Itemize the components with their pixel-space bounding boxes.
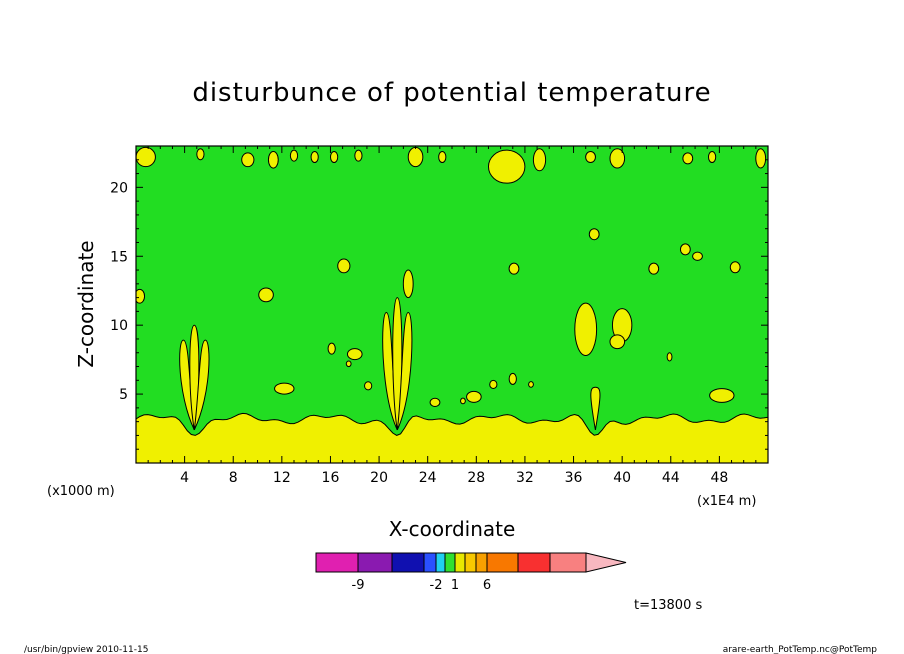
x-tick-label: 4 — [180, 470, 189, 486]
contour-patch — [136, 288, 146, 304]
colorbar-box — [486, 552, 519, 573]
contour-patch — [196, 148, 205, 161]
colorbar-arrow — [585, 552, 627, 573]
x-unit-left: (x1000 m) — [47, 484, 115, 499]
contour-patch — [136, 146, 156, 168]
contour-patch — [709, 388, 735, 403]
contour-patch — [241, 152, 255, 168]
contour-patch — [609, 334, 626, 350]
contour-patch — [460, 397, 466, 405]
x-tick-label: 16 — [322, 470, 340, 486]
time-label: t=13800 s — [634, 598, 702, 613]
colorbar-label: -9 — [352, 578, 365, 593]
contour-patch — [508, 372, 517, 385]
contour-patch — [438, 151, 447, 164]
contour-patch — [267, 150, 279, 169]
contour-patch — [327, 342, 336, 355]
contour-patch — [666, 352, 673, 362]
colorbar-box — [444, 552, 456, 573]
colorbar: -9 -2 1 6 — [315, 552, 627, 593]
contour-patch — [755, 148, 767, 169]
footer-left: /usr/bin/gpview 2010-11-15 — [24, 645, 148, 654]
y-tick-label: 5 — [119, 387, 128, 403]
contour-patch — [274, 382, 295, 395]
colorbar-box — [517, 552, 551, 573]
x-tick-label: 32 — [516, 470, 534, 486]
contour-patch — [289, 149, 299, 162]
x-tick-label: 40 — [613, 470, 631, 486]
contour-patch — [310, 151, 319, 164]
colorbar-box — [464, 552, 477, 573]
contour-patch — [648, 262, 660, 275]
colorbar-box — [357, 552, 393, 573]
contour-patch — [346, 348, 363, 361]
y-tick-label: 20 — [110, 180, 128, 196]
colorbar-box — [315, 552, 359, 573]
colorbar-label: 1 — [451, 578, 459, 593]
x-tick-label: 20 — [370, 470, 388, 486]
contour-patch — [354, 149, 363, 162]
contour-patch — [407, 146, 424, 168]
contour-patch — [466, 390, 482, 403]
contour-patch — [402, 269, 414, 299]
footer-right: arare-earth_PotTemp.nc@PotTemp — [723, 645, 878, 654]
contour-patch — [574, 302, 598, 357]
y-axis-label: Z-coordinate — [74, 240, 98, 367]
contour-patch — [707, 151, 717, 164]
contour-patch — [609, 148, 626, 169]
contour-patch — [487, 149, 526, 184]
x-tick-label: 12 — [273, 470, 291, 486]
colorbar-box — [435, 552, 446, 573]
contour-patch — [532, 148, 547, 172]
x-tick-label: 24 — [419, 470, 437, 486]
contour-patch — [528, 381, 534, 388]
y-tick-label: 15 — [110, 249, 128, 265]
contour-patch — [258, 287, 274, 303]
contour-patch — [345, 360, 352, 368]
x-unit-right: (x1E4 m) — [697, 494, 756, 509]
contour-patch — [679, 243, 691, 256]
contour-patch — [330, 151, 339, 164]
contour-patch — [489, 379, 498, 390]
contour-patch — [692, 251, 703, 261]
colorbar-box — [391, 552, 425, 573]
plume — [396, 311, 413, 431]
colorbar-box — [549, 552, 587, 573]
x-tick-label: 48 — [710, 470, 728, 486]
x-tick-label: 8 — [229, 470, 238, 486]
contour-patch — [429, 397, 441, 407]
contour-patch — [682, 152, 694, 165]
colorbar-box — [454, 552, 466, 573]
plume — [193, 339, 210, 431]
near-surface-layer — [136, 412, 768, 463]
contour-patch — [588, 228, 600, 241]
colorbar-box — [423, 552, 437, 573]
x-tick-label: 28 — [467, 470, 485, 486]
contour-patch — [364, 381, 373, 391]
x-axis-label: X-coordinate — [389, 517, 516, 541]
field-background — [136, 146, 768, 463]
contour-patch — [585, 151, 596, 164]
colorbar-label: 6 — [483, 578, 491, 593]
contour-patch — [729, 261, 741, 274]
colorbar-box — [475, 552, 488, 573]
plume — [590, 386, 601, 430]
x-tick-label: 36 — [565, 470, 583, 486]
contour-patch — [508, 262, 520, 275]
contour-patch — [337, 258, 351, 274]
chart-title: disturbunce of potential temperature — [192, 78, 711, 108]
x-tick-label: 44 — [662, 470, 680, 486]
field-contours — [136, 146, 768, 463]
y-tick-label: 10 — [110, 318, 128, 334]
colorbar-label: -2 — [430, 578, 443, 593]
